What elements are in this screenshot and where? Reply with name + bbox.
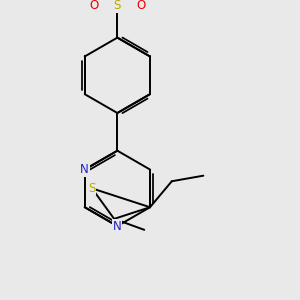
Text: N: N [113,220,122,232]
Text: N: N [80,163,89,176]
Text: O: O [136,0,145,12]
Text: S: S [88,182,96,195]
Text: O: O [89,0,99,12]
Text: S: S [114,0,121,12]
